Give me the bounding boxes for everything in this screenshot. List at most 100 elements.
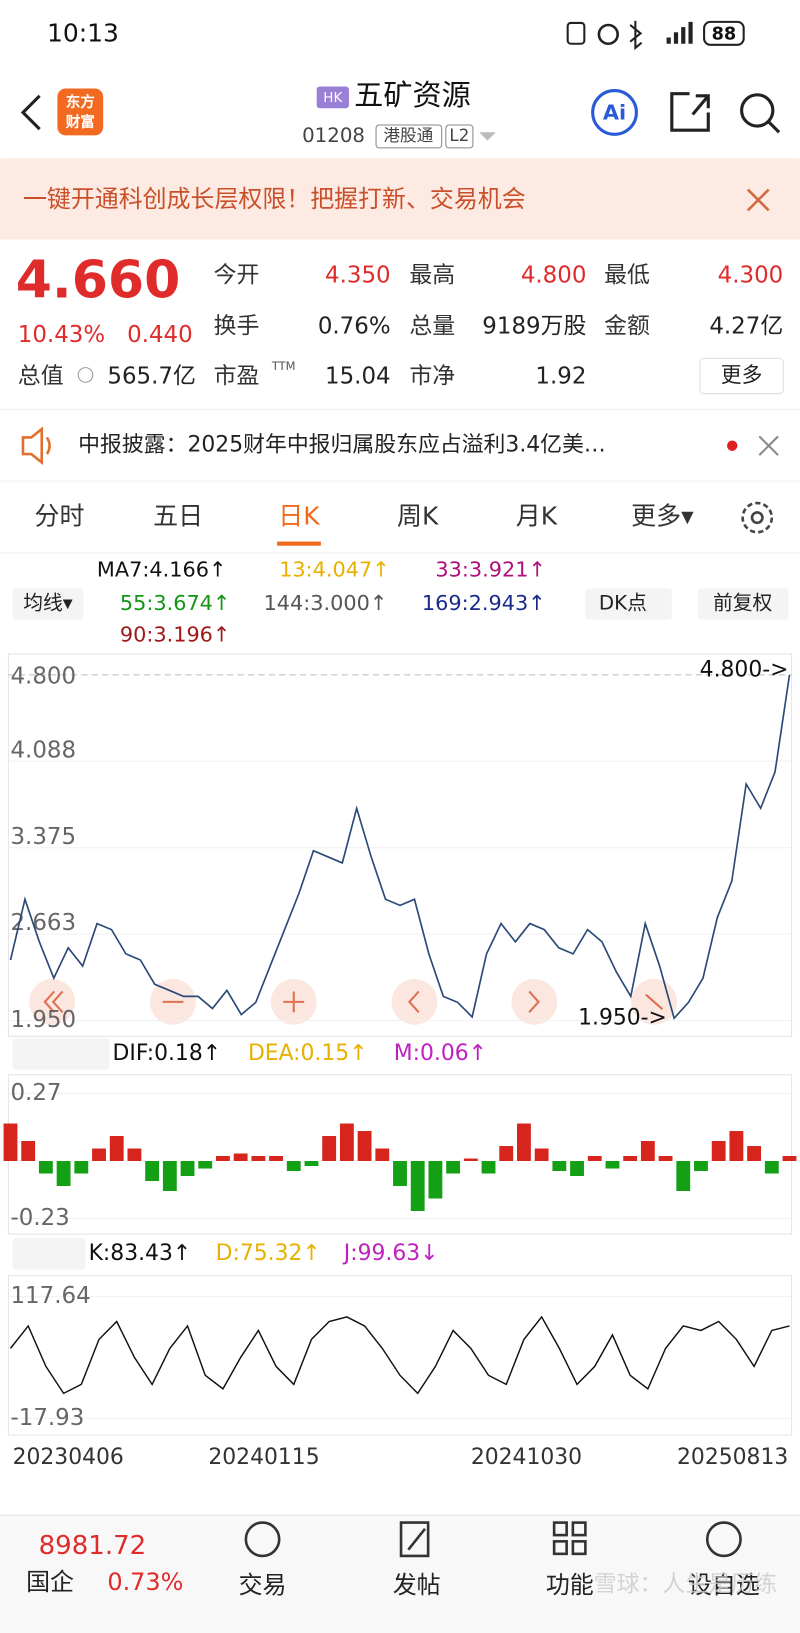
macd-selector-box[interactable] bbox=[12, 1038, 110, 1070]
price-line bbox=[9, 674, 791, 1020]
unread-dot bbox=[727, 440, 738, 451]
ma-item: MA7:4.166↑ bbox=[97, 558, 226, 582]
macd-bar bbox=[233, 1153, 248, 1162]
nav-item[interactable]: 功能 bbox=[546, 1571, 594, 1599]
macd-bar bbox=[162, 1161, 177, 1192]
macd-bar bbox=[499, 1146, 514, 1162]
macd-bar bbox=[339, 1123, 354, 1162]
macd-bar bbox=[446, 1161, 461, 1174]
ma-selector-box[interactable] bbox=[12, 588, 84, 620]
banner-text: 一键开通科创成长层权限！把握打新、交易机会 bbox=[23, 185, 526, 213]
adjust-box[interactable] bbox=[697, 588, 789, 620]
field-value: 15.04 bbox=[325, 364, 391, 390]
speaker-icon bbox=[21, 426, 51, 466]
banner[interactable] bbox=[0, 158, 800, 240]
price: 4.660 bbox=[16, 250, 181, 310]
y-tick-label: -17.93 bbox=[10, 1405, 84, 1431]
macd-bar bbox=[21, 1141, 36, 1162]
ma-item: 90:3.196↑ bbox=[120, 622, 231, 646]
macd-frame bbox=[7, 1074, 793, 1235]
index-value[interactable]: 8981.72 bbox=[39, 1531, 147, 1561]
field-label: 最高 bbox=[409, 262, 455, 288]
banner-close[interactable] bbox=[746, 188, 770, 212]
indicator-legend: K:83.43↑ bbox=[89, 1241, 192, 1266]
news-close[interactable] bbox=[758, 435, 779, 456]
tab[interactable]: 更多▾ bbox=[631, 502, 694, 531]
macd-bar bbox=[322, 1136, 337, 1162]
macd-bar bbox=[570, 1161, 584, 1177]
more-label: 更多 bbox=[721, 363, 763, 387]
logo-text: 东方 bbox=[66, 93, 95, 111]
annotation: 1.950-> bbox=[578, 1006, 667, 1031]
macd-bar bbox=[74, 1161, 89, 1174]
stock-name: 五矿资源 bbox=[354, 78, 471, 112]
macd-bar bbox=[304, 1161, 319, 1167]
stock-code: 01208 bbox=[302, 124, 365, 147]
ma-item: 169:2.943↑ bbox=[422, 591, 546, 615]
ma-item: 144:3.000↑ bbox=[264, 591, 388, 615]
search-button[interactable] bbox=[740, 93, 781, 134]
y-tick-label: 2.663 bbox=[10, 910, 76, 936]
macd-bar bbox=[729, 1131, 744, 1162]
nav-item[interactable]: 交易 bbox=[239, 1571, 287, 1599]
tab[interactable]: 五日 bbox=[153, 502, 203, 531]
info-icon[interactable] bbox=[77, 367, 94, 383]
bottom-items: 交易 发帖 功能 设自选 bbox=[239, 1571, 760, 1599]
dropdown[interactable] bbox=[479, 132, 496, 141]
back-button[interactable] bbox=[20, 94, 41, 131]
field-value: 1.92 bbox=[535, 364, 586, 390]
news-text[interactable]: 中报披露：2025财年中报归属股东应占溢利3.4亿美… bbox=[78, 433, 606, 458]
macd-bar bbox=[109, 1136, 124, 1162]
macd-bar bbox=[251, 1156, 266, 1162]
y-tick-label: 117.64 bbox=[10, 1283, 90, 1309]
kdj-frame bbox=[7, 1275, 793, 1436]
k-line bbox=[9, 1315, 790, 1395]
ai-button[interactable] bbox=[591, 89, 638, 136]
nav-item[interactable]: 设自选 bbox=[688, 1571, 760, 1599]
y-tick-label: 4.800 bbox=[10, 663, 76, 689]
macd-bar bbox=[676, 1161, 691, 1192]
more-button[interactable] bbox=[699, 357, 784, 395]
macd-bar bbox=[38, 1161, 53, 1174]
field-label: 换手 bbox=[214, 314, 260, 340]
change: 0.440 bbox=[127, 322, 193, 348]
tab[interactable]: 周K bbox=[397, 502, 439, 531]
logo-text: 财富 bbox=[66, 113, 95, 131]
charts: 4.800 4.088 3.375 2.663 1.950 4.800-> 1.950-> 2… bbox=[3, 658, 797, 1470]
field-label: 最低 bbox=[604, 262, 650, 288]
macd-bar bbox=[711, 1141, 726, 1162]
macd-bar bbox=[517, 1123, 531, 1162]
kdj-selector-box[interactable] bbox=[12, 1238, 86, 1270]
indicator-legend: M:0.06↑ bbox=[394, 1041, 487, 1066]
bottom-icons bbox=[244, 1521, 742, 1558]
tab-underline bbox=[277, 541, 321, 546]
field-value: 4.800 bbox=[521, 262, 587, 288]
price-frame bbox=[7, 653, 793, 1037]
level: L2 bbox=[449, 126, 469, 145]
macd-bar bbox=[782, 1156, 797, 1162]
y-tick-label: 3.375 bbox=[10, 824, 76, 850]
logo[interactable] bbox=[57, 88, 104, 136]
macd-bar bbox=[658, 1156, 673, 1162]
macd-bar bbox=[463, 1158, 478, 1162]
tab[interactable]: 月K bbox=[516, 502, 558, 531]
level-box bbox=[445, 124, 474, 149]
x-tick-label: 20241030 bbox=[471, 1445, 582, 1470]
tab[interactable]: 日K bbox=[278, 502, 320, 531]
settings-icon[interactable] bbox=[741, 501, 774, 534]
macd-bar bbox=[605, 1161, 620, 1169]
macd-bar bbox=[56, 1161, 71, 1187]
tab[interactable]: 分时 bbox=[34, 502, 84, 531]
field-value: 9189万股 bbox=[482, 314, 586, 340]
macd-bar bbox=[198, 1161, 213, 1169]
nav-item[interactable]: 发帖 bbox=[393, 1571, 441, 1599]
mktcap-label: 总值 bbox=[18, 364, 64, 390]
tabs: 分时 五日 日K 周K 月K 更多▾ bbox=[34, 502, 694, 531]
share-button[interactable] bbox=[670, 92, 710, 132]
macd-bar bbox=[286, 1161, 301, 1172]
macd-bar bbox=[375, 1148, 390, 1162]
watermark: 雪球：人生是历练 bbox=[594, 1572, 777, 1598]
dk-box[interactable] bbox=[585, 588, 672, 620]
macd-bar bbox=[428, 1161, 443, 1199]
macd-bar bbox=[127, 1148, 142, 1162]
